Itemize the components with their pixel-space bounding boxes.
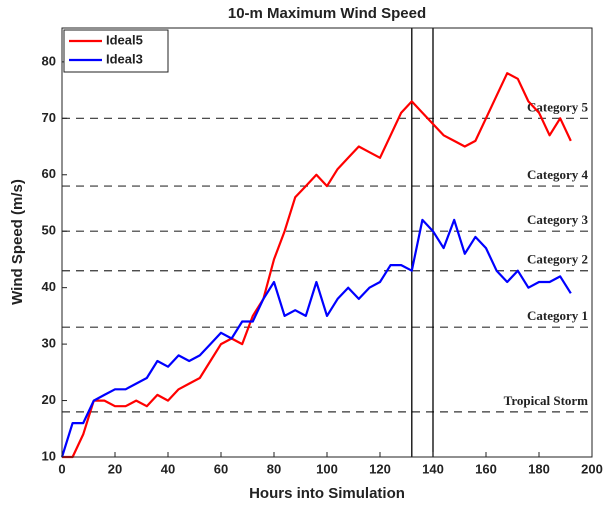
reference-label: Category 3	[527, 212, 589, 227]
y-tick-label: 60	[42, 166, 56, 181]
x-tick-label: 20	[108, 461, 122, 476]
x-tick-label: 120	[369, 461, 391, 476]
y-tick-label: 40	[42, 279, 56, 294]
x-tick-label: 100	[316, 461, 338, 476]
y-tick-label: 20	[42, 392, 56, 407]
legend-box	[63, 29, 169, 73]
x-tick-label: 0	[58, 461, 65, 476]
x-tick-label: 140	[422, 461, 444, 476]
x-axis-label: Hours into Simulation	[249, 485, 405, 502]
y-tick-label: 10	[42, 448, 56, 463]
legend-label: Ideal5	[106, 32, 143, 47]
reference-label: Category 5	[527, 99, 589, 114]
x-tick-label: 40	[161, 461, 175, 476]
y-axis-label: Wind Speed (m/s)	[9, 179, 26, 305]
reference-label: Category 2	[527, 252, 588, 267]
y-tick-label: 80	[42, 53, 56, 68]
x-tick-label: 180	[528, 461, 550, 476]
x-tick-label: 80	[267, 461, 281, 476]
reference-label: Category 4	[527, 167, 589, 182]
x-tick-label: 60	[214, 461, 228, 476]
x-tick-label: 160	[475, 461, 497, 476]
y-tick-label: 50	[42, 223, 56, 238]
y-tick-label: 30	[42, 336, 56, 351]
y-tick-label: 70	[42, 110, 56, 125]
reference-label: Tropical Storm	[504, 393, 589, 408]
series-line	[62, 72, 572, 459]
legend-label: Ideal3	[106, 51, 143, 66]
x-tick-label: 200	[581, 461, 603, 476]
reference-label: Category 1	[527, 308, 588, 323]
chart-title: 10-m Maximum Wind Speed	[228, 5, 426, 22]
series-line	[60, 218, 572, 458]
